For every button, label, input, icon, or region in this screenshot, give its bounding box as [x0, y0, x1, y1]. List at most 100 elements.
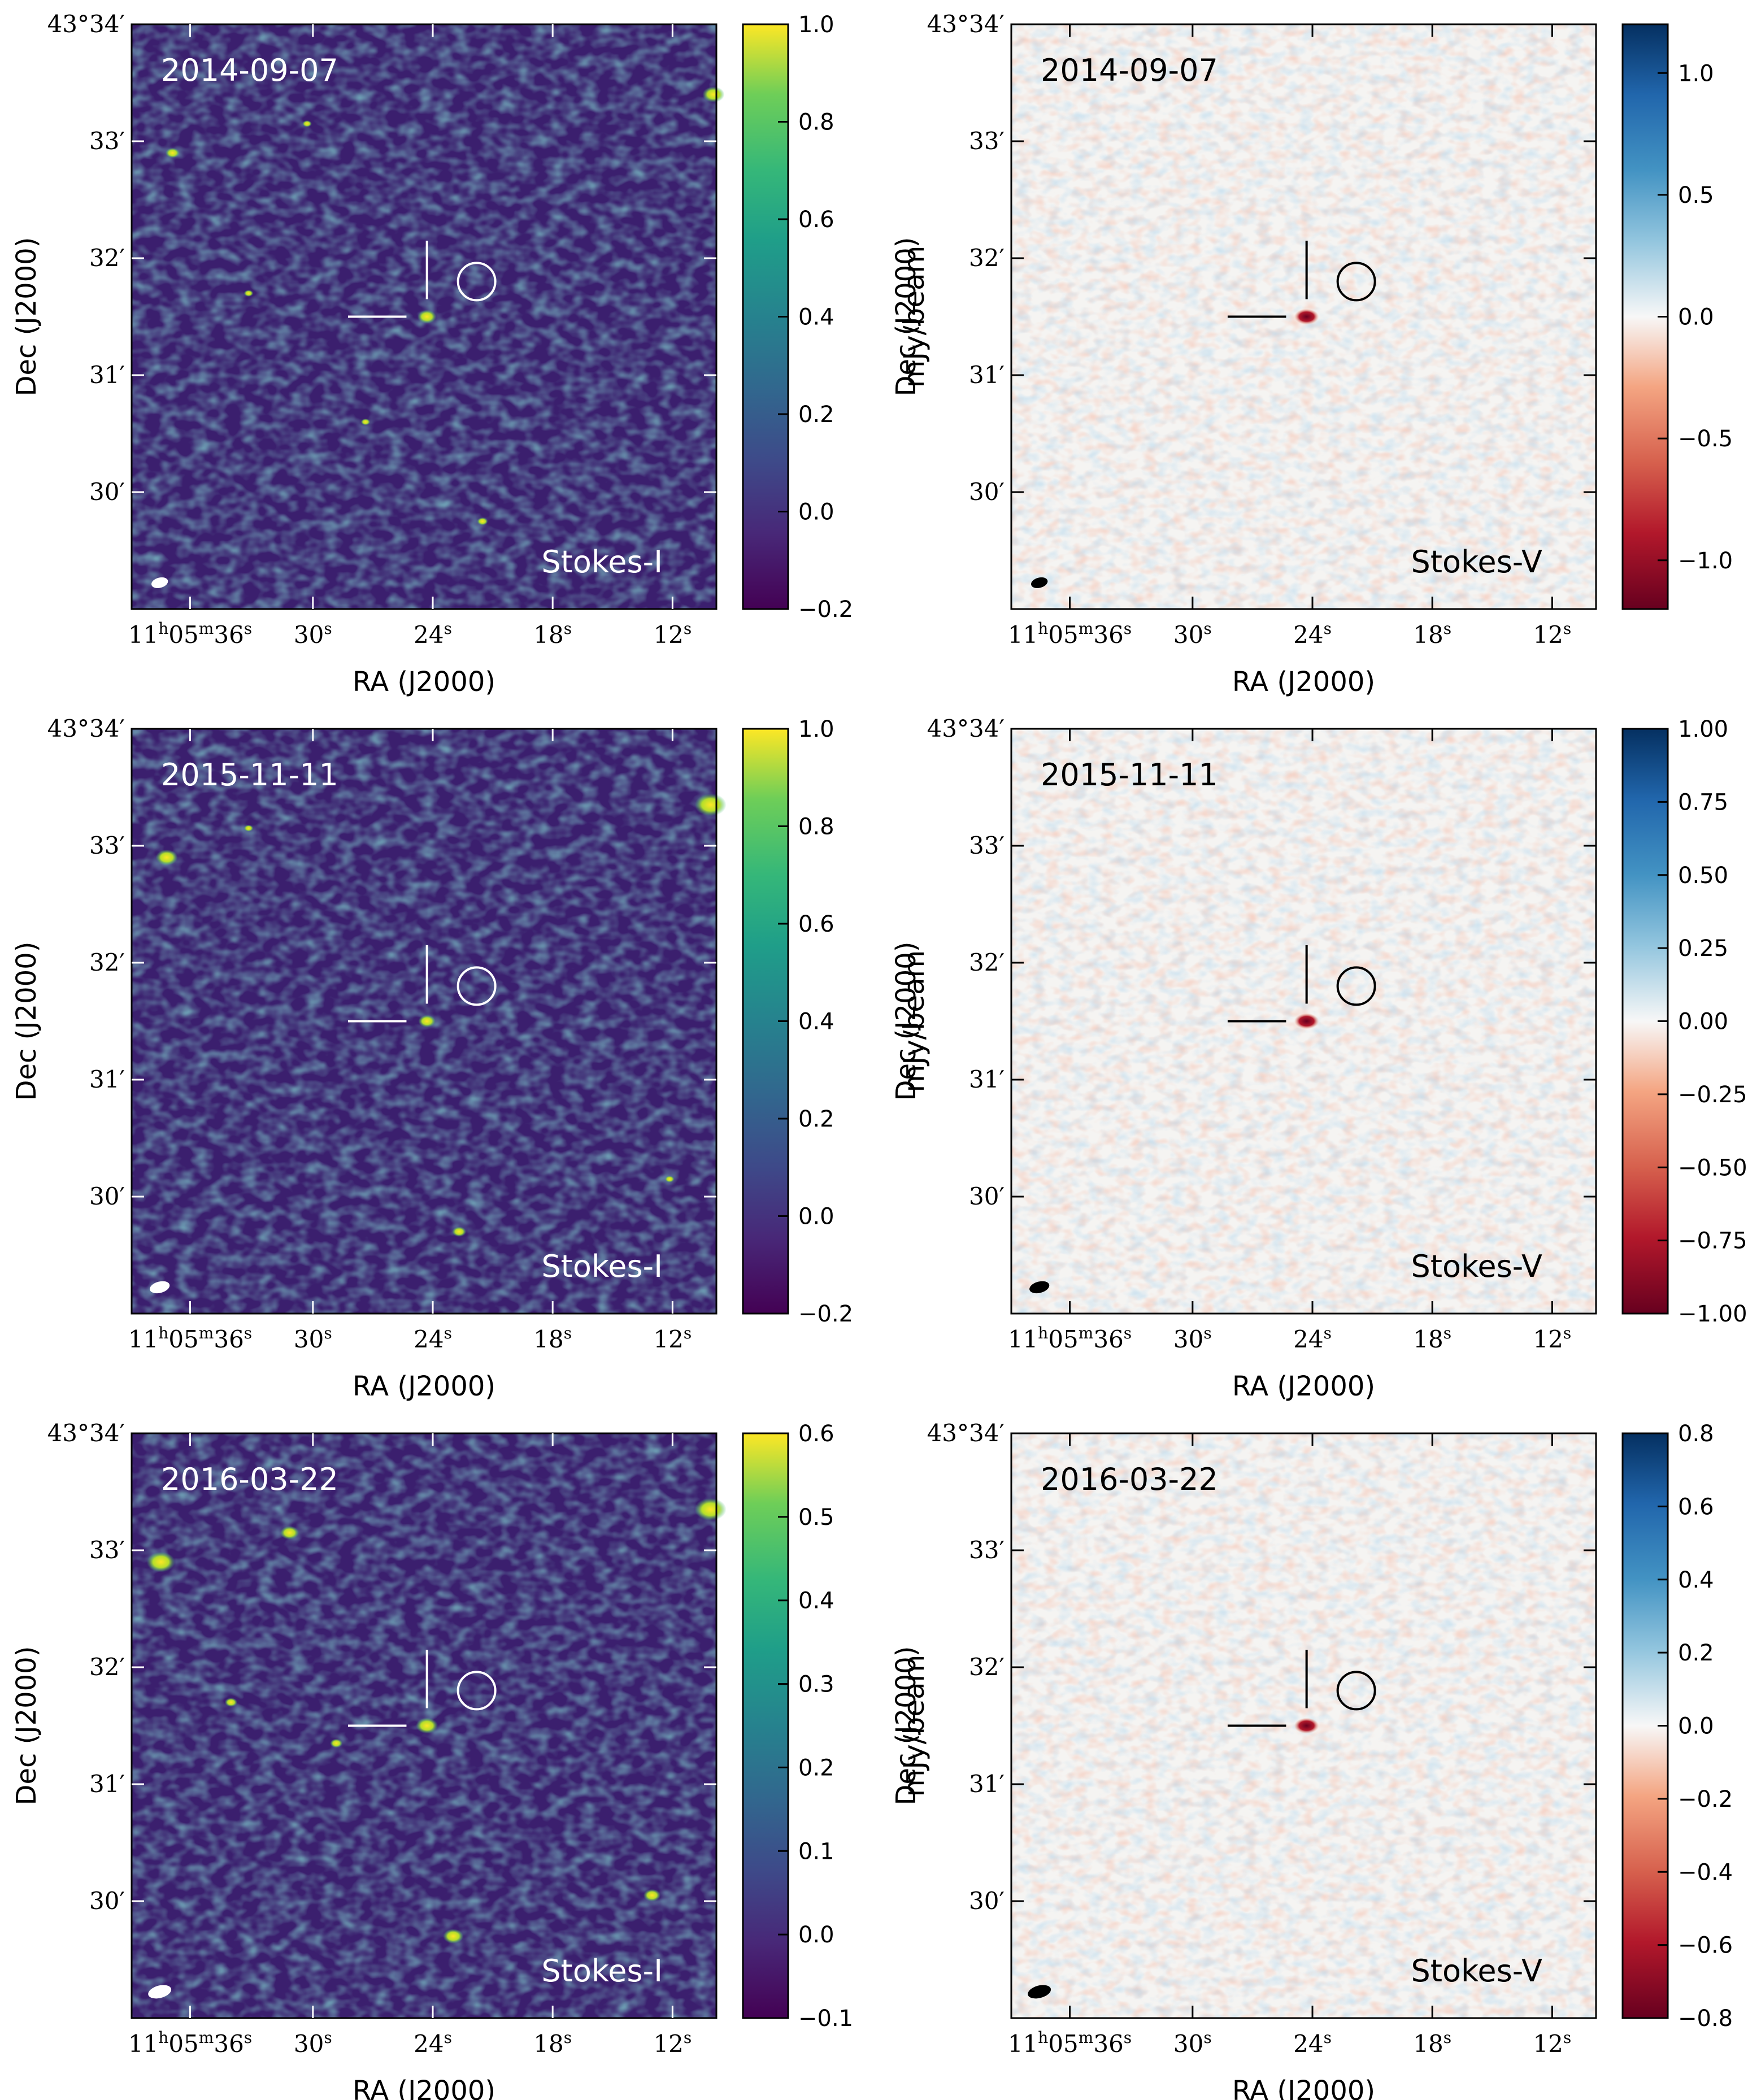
colorbar-tick-label: −0.25: [1678, 1082, 1747, 1108]
colorbar-tick-label: 1.0: [798, 716, 834, 742]
image-frame: [131, 1432, 718, 2019]
dec-axis-label: Dec (J2000): [890, 942, 922, 1101]
colorbar-frame: [742, 1432, 789, 2019]
colorbar-tick-label: 0.6: [798, 911, 834, 937]
colorbar-tick-label: 0.0: [798, 1922, 834, 1948]
ra-tick-label: 24s: [1293, 1324, 1332, 1353]
ra-axis-label: RA (J2000): [353, 666, 495, 698]
dec-tick-label: 30′: [969, 1887, 1005, 1915]
image-frame: [1010, 1432, 1597, 2019]
colorbar-tick-label: 0.00: [1678, 1009, 1728, 1035]
beam-ellipse: [151, 577, 168, 588]
ra-tick-label: 30s: [1173, 1324, 1212, 1353]
beam-ellipse: [148, 1985, 172, 1999]
colorbar-tick-label: 0.0: [1678, 1714, 1714, 1740]
colorbar-tick-label: −0.50: [1678, 1155, 1747, 1181]
ra-tick-label: 30s: [294, 2028, 332, 2058]
dec-tick-label: 33′: [89, 1536, 125, 1564]
colorbar-label: mJy/beam: [898, 246, 930, 388]
dec-tick-label: 33′: [969, 127, 1005, 155]
stokes-label: Stokes-I: [541, 1249, 663, 1284]
beam-ellipse: [1029, 1281, 1050, 1294]
colorbar-label: mJy/beam: [898, 1655, 930, 1797]
field-source: [165, 147, 180, 158]
colorbar-tick-label: 0.25: [1678, 936, 1728, 962]
target-source-v: [1294, 1013, 1319, 1029]
colorbar-label: mJy/beam: [898, 950, 930, 1093]
panel-2015-11-11-stokes-v: 2015-11-11 Stokes-V 11h05m36s 30s 24s 18s 12s 4…: [890, 715, 1747, 1402]
ra-tick-label: 11h05m36s: [1008, 2028, 1132, 2058]
colorbar-tick-label: 0.3: [798, 1672, 834, 1698]
dec-tick-label: 32′: [969, 949, 1005, 976]
dec-tick-label: 31′: [89, 361, 125, 389]
dec-tick-label: 30′: [89, 1887, 125, 1915]
dec-tick-label: 32′: [969, 244, 1005, 272]
colorbar-tick-label: 0.2: [798, 402, 834, 428]
dec-tick-label: 43°34′: [927, 715, 1005, 742]
dec-tick-label: 43°34′: [47, 715, 125, 742]
ra-tick-label: 12s: [1533, 1324, 1571, 1353]
stokes-label: Stokes-V: [1411, 1953, 1543, 1989]
colorbar-tick-label: 1.00: [1678, 716, 1728, 742]
epoch-label: 2014-09-07: [161, 53, 338, 88]
position-circle: [1336, 966, 1376, 1006]
field-source: [330, 1738, 343, 1748]
panel-2014-09-07-stokes-v: 2014-09-07 Stokes-V 11h05m36s 30s 24s 18s 12s 4…: [890, 10, 1733, 698]
colorbar-tick-label: 1.0: [1678, 60, 1714, 86]
panel-2016-03-22-stokes-v: 2016-03-22 Stokes-V 11h05m36s 30s 24s 18s 12s 4…: [890, 1419, 1733, 2100]
dec-axis-label: Dec (J2000): [11, 942, 42, 1101]
ra-tick-label: 11h05m36s: [128, 1324, 252, 1353]
ra-tick-label: 18s: [533, 619, 572, 649]
dec-tick-label: 43°34′: [47, 10, 125, 38]
field-source: [224, 1698, 238, 1707]
dec-tick-label: 30′: [89, 1182, 125, 1210]
epoch-label: 2016-03-22: [1041, 1462, 1218, 1497]
field-source: [302, 120, 312, 127]
ra-tick-label: 12s: [1533, 619, 1571, 649]
stokes-label: Stokes-I: [541, 544, 663, 580]
target-source-v: [1294, 308, 1319, 325]
position-circle: [456, 966, 497, 1006]
dec-axis-label: Dec (J2000): [11, 1646, 42, 1806]
dec-tick-label: 31′: [89, 1770, 125, 1798]
target-source-v: [1294, 1718, 1319, 1734]
colorbar-tick-label: 0.2: [1678, 1640, 1714, 1666]
ra-axis-label: RA (J2000): [353, 1371, 495, 1402]
beam-ellipse: [150, 1281, 170, 1294]
dec-axis-label: Dec (J2000): [11, 237, 42, 397]
dec-tick-label: 33′: [969, 1536, 1005, 1564]
ra-tick-label: 18s: [533, 2028, 572, 2058]
dec-tick-label: 33′: [89, 127, 125, 155]
stokes-label: Stokes-V: [1411, 1249, 1543, 1284]
ra-tick-label: 12s: [653, 619, 692, 649]
colorbar-tick-label: −1.0: [1678, 548, 1733, 574]
field-source: [244, 290, 254, 297]
colorbar-tick-label: 0.4: [798, 1588, 834, 1614]
image-frame: [1010, 23, 1597, 610]
dec-tick-label: 43°34′: [927, 10, 1005, 38]
ra-tick-label: 24s: [1293, 619, 1332, 649]
colorbar-tick-label: 0.6: [798, 207, 834, 233]
field-source: [477, 517, 488, 525]
ra-axis-label: RA (J2000): [1232, 666, 1375, 698]
colorbar-tick-label: 0.5: [1678, 182, 1714, 208]
dec-tick-label: 30′: [969, 1182, 1005, 1210]
field-source: [694, 1498, 727, 1521]
colorbar-tick-label: 0.50: [1678, 863, 1728, 889]
colorbar-tick-label: 0.75: [1678, 789, 1728, 815]
field-source: [417, 310, 437, 324]
colorbar: [743, 1433, 788, 2018]
colorbar-tick-label: −0.5: [1678, 426, 1733, 452]
dec-tick-label: 31′: [969, 361, 1005, 389]
panel-2016-03-22-stokes-i: 2016-03-22 Stokes-I 11h05m36s 30s 24s 18s 12s 4…: [11, 1419, 930, 2100]
beam-ellipse: [1028, 1985, 1051, 1999]
ra-tick-label: 11h05m36s: [1008, 619, 1132, 649]
ra-axis-label: RA (J2000): [1232, 1371, 1375, 1402]
colorbar-tick-label: 0.2: [798, 1106, 834, 1132]
colorbar-tick-label: 0.0: [1678, 305, 1714, 331]
field-source: [418, 1015, 436, 1028]
position-circle: [1336, 1671, 1376, 1711]
colorbar-tick-label: 0.4: [798, 305, 834, 331]
colorbar-tick-label: 0.4: [798, 1009, 834, 1035]
